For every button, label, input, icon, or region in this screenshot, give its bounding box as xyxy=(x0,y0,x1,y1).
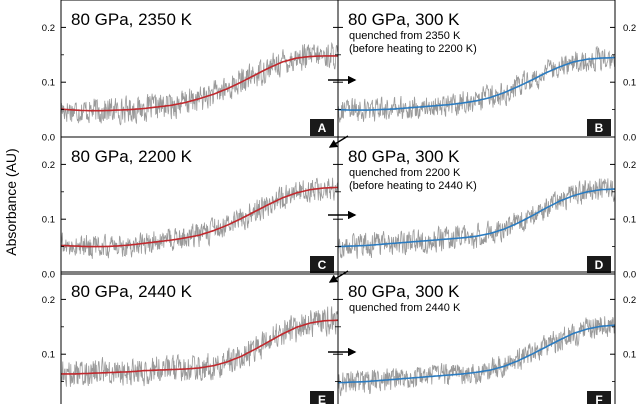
y-tick-label: 0.2 xyxy=(623,160,636,171)
fit-curve-a xyxy=(60,55,338,112)
y-tick-label: 0.2 xyxy=(42,295,55,306)
fit-curve-e xyxy=(61,319,339,375)
panel-note: quenched from 2350 K xyxy=(349,30,461,42)
panel-note: (before heating to 2440 K) xyxy=(349,180,477,192)
panel-a: 0.0 0.1 0.2 80 GPa, 2350 K A xyxy=(42,0,339,144)
raw-trace-f xyxy=(338,316,615,397)
panel-letter: C xyxy=(318,258,327,272)
panel-letter: B xyxy=(595,121,604,135)
y-axis-label: Absorbance (AU) xyxy=(3,148,19,255)
y-tick-label: 0.2 xyxy=(42,23,55,34)
y-tick-label: 0.2 xyxy=(623,23,636,34)
y-tick-label: 0.1 xyxy=(623,350,636,361)
panel-note: quenched from 2200 K xyxy=(349,167,461,179)
sequence-arrow xyxy=(328,270,349,283)
raw-trace-d xyxy=(338,178,615,259)
panel-title: 80 GPa, 300 K xyxy=(348,147,460,166)
raw-trace-e xyxy=(61,306,338,387)
panel-letter-badge xyxy=(310,119,334,136)
panel-e: 0.1 0.2 80 GPa, 2440 K E xyxy=(42,271,339,404)
fit-curve-b xyxy=(337,56,616,111)
panels-group: 0.0 0.1 0.2 80 GPa, 2350 K A 0.0 0.1 0.2 80 GPa,… xyxy=(42,0,636,404)
panel-letter-badge xyxy=(587,256,611,273)
panel-note: quenched from 2440 K xyxy=(349,302,461,314)
raw-trace-b xyxy=(338,46,615,123)
panel-title: 80 GPa, 300 K xyxy=(348,10,460,29)
panel-letter: D xyxy=(595,258,604,272)
y-tick-label: 0.2 xyxy=(623,295,636,306)
y-tick-label: 0.1 xyxy=(42,78,55,89)
panel-letter-badge xyxy=(587,391,611,404)
y-tick-label: 0.0 xyxy=(623,133,636,144)
y-tick-label: 0.0 xyxy=(42,133,55,144)
y-tick-label: 0.1 xyxy=(623,78,636,89)
panel-title: 80 GPa, 2350 K xyxy=(71,10,193,29)
fit-curve-c xyxy=(60,186,339,248)
panel-letter-badge xyxy=(310,391,334,404)
panel-letter: E xyxy=(318,393,326,404)
sequence-arrow xyxy=(328,135,349,148)
panel-letter-badge xyxy=(310,256,334,273)
y-tick-label: 0.2 xyxy=(42,160,55,171)
panel-frame xyxy=(337,271,616,404)
panel-frame xyxy=(337,136,616,275)
panel-title: 80 GPa, 300 K xyxy=(348,282,460,301)
y-tick-label: 0.0 xyxy=(42,270,55,281)
panel-letter: F xyxy=(595,393,602,404)
y-tick-label: 0.1 xyxy=(42,350,55,361)
y-tick-label: 0.1 xyxy=(42,215,55,226)
panel-letter-badge xyxy=(587,119,611,136)
fit-curve-d xyxy=(337,188,615,248)
panel-note: (before heating to 2200 K) xyxy=(349,43,477,55)
panel-title: 80 GPa, 2440 K xyxy=(71,282,193,301)
raw-trace-a xyxy=(61,41,338,126)
panel-c: 0.0 0.1 0.2 80 GPa, 2200 K C xyxy=(42,136,339,281)
raw-trace-c xyxy=(61,177,338,259)
panel-title: 80 GPa, 2200 K xyxy=(71,147,193,166)
panel-letter: A xyxy=(318,121,327,135)
fit-curve-f xyxy=(337,324,616,384)
y-tick-label: 0.0 xyxy=(623,270,636,281)
y-tick-label: 0.1 xyxy=(623,215,636,226)
